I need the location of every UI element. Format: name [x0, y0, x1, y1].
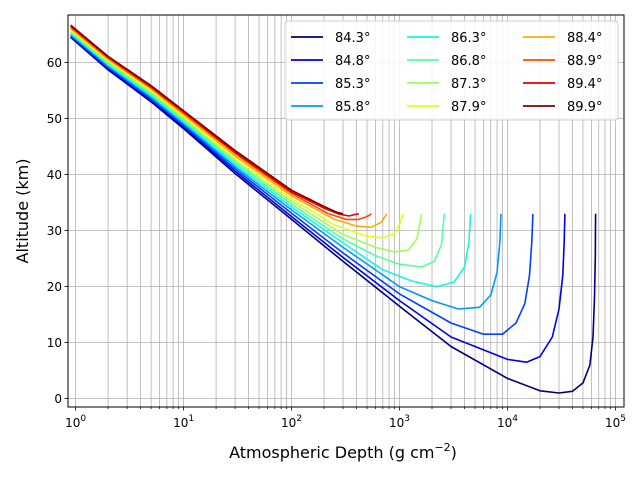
x-tick-label: 100	[65, 414, 86, 430]
y-tick-label: 10	[47, 336, 62, 350]
series-lines	[70, 24, 597, 394]
y-axis: 0 10 20 30 40 50 60	[47, 56, 68, 406]
legend-entry: 88.4°	[567, 31, 602, 46]
legend-entry: 86.8°	[451, 54, 486, 69]
legend-box	[284, 20, 619, 121]
legend-entry: 85.3°	[335, 77, 370, 92]
legend-entry: 89.4°	[567, 77, 602, 92]
legend-entry: 84.8°	[335, 54, 370, 69]
x-tick-label: 104	[497, 414, 518, 430]
y-tick-label: 20	[47, 280, 62, 294]
y-tick-label: 0	[54, 392, 62, 406]
x-axis: 100 101 102 103 104 105	[65, 407, 626, 430]
legend: 84.3° 84.8° 85.3° 85.8° 86.3° 86.8° 87.3° 87.9°…	[284, 20, 619, 121]
series-line	[70, 36, 597, 394]
series-line	[70, 36, 566, 364]
series-line	[70, 35, 534, 336]
series-line	[70, 31, 446, 268]
legend-entry: 86.3°	[451, 31, 486, 46]
x-tick-label: 102	[281, 414, 302, 430]
legend-entry: 88.9°	[567, 54, 602, 69]
y-tick-label: 40	[47, 168, 62, 182]
legend-entry: 84.3°	[335, 31, 370, 46]
series-line	[70, 28, 404, 239]
series-line	[70, 33, 502, 310]
y-tick-label: 50	[47, 112, 62, 126]
y-axis-label: Altitude (km)	[13, 159, 32, 264]
x-axis-label: Atmospheric Depth (g cm−2)	[229, 441, 457, 462]
y-tick-label: 60	[47, 56, 62, 70]
y-tick-label: 30	[47, 224, 62, 238]
series-line	[70, 24, 344, 215]
legend-entry: 87.9°	[451, 100, 486, 115]
series-line	[70, 32, 472, 288]
plot-frame	[67, 14, 625, 408]
legend-entry: 85.8°	[335, 100, 370, 115]
series-line	[70, 27, 388, 228]
legend-entry: 87.3°	[451, 77, 486, 92]
x-tick-label: 103	[389, 414, 410, 430]
series-line	[70, 30, 423, 253]
legend-entry: 89.9°	[567, 100, 602, 115]
x-tick-label: 105	[605, 414, 626, 430]
series-line	[70, 26, 372, 221]
x-tick-label: 101	[173, 414, 194, 430]
